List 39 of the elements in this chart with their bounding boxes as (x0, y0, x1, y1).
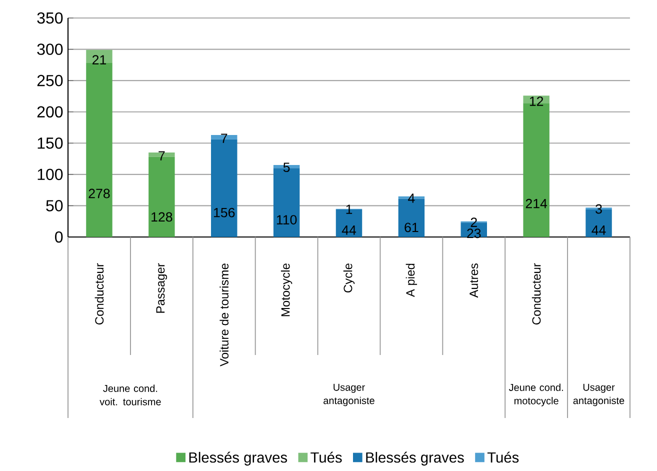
text: Usager antagoniste (573, 384, 624, 406)
y-tick-label: 200 (37, 106, 63, 118)
data-label: 21 (92, 55, 106, 64)
x-tick-label: Conducteur (532, 263, 541, 324)
data-label: 128 (152, 212, 172, 222)
text: Jeune cond. voit. tourisme (100, 384, 161, 406)
data-label: 44 (342, 226, 356, 235)
x-tick-label: Motocycle (280, 264, 292, 316)
y-tick-label: 0 (55, 231, 63, 243)
bar (86, 50, 112, 64)
y-tick-label: 150 (38, 137, 63, 149)
text: Usager antagoniste (324, 384, 374, 406)
x-tick-label: Autres (470, 263, 478, 298)
x-tick-label: A pied (406, 264, 418, 298)
data-label: 12 (530, 96, 544, 106)
data-label: 156 (214, 208, 235, 218)
data-label: 44 (592, 226, 606, 235)
y-tick-label: 50 (46, 200, 63, 212)
legend-label: Tués (310, 452, 342, 463)
text: Jeune cond. motocycle (508, 384, 563, 406)
legend-label: Tués (487, 452, 519, 463)
bar (86, 63, 112, 237)
data-label: 61 (404, 222, 418, 232)
x-tick-label: Voiture de tourisme (220, 264, 229, 366)
data-label: 214 (526, 198, 548, 208)
y-tick-label: 100 (38, 168, 63, 180)
y-tick-label: 250 (37, 74, 63, 86)
data-label: 5 (283, 162, 290, 172)
data-label: 7 (158, 151, 165, 160)
data-label: 7 (221, 134, 228, 143)
data-label: 110 (276, 215, 297, 224)
y-tick-label: 300 (37, 44, 63, 55)
legend-label: Blessés graves (189, 452, 288, 466)
data-label: 278 (88, 188, 110, 198)
x-tick-label: Cycle (343, 264, 355, 292)
x-tick-label: Conducteur (94, 263, 104, 324)
y-tick-label: 350 (37, 12, 63, 24)
x-tick-label: Passager (156, 263, 168, 313)
legend-label: Blessés graves (366, 452, 464, 466)
